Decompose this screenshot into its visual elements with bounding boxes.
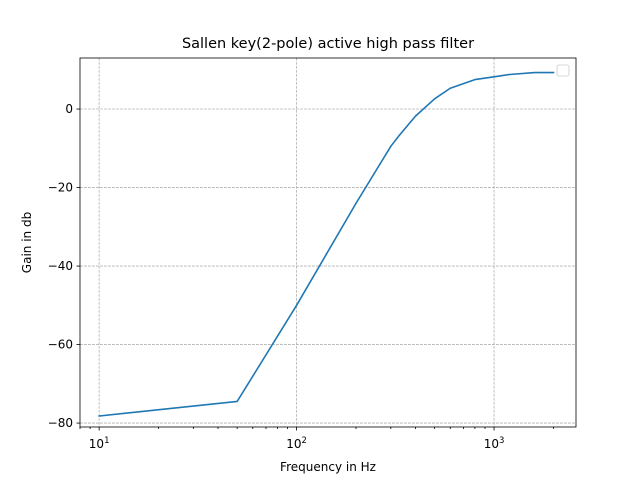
x-tick-base: 10 — [484, 437, 499, 451]
chart-title: Sallen key(2-pole) active high pass filt… — [182, 36, 474, 52]
x-tick-label: 103 — [484, 436, 505, 451]
y-tick-label: −40 — [48, 259, 73, 273]
x-tick-exponent: 2 — [302, 436, 307, 446]
y-tick-label: 0 — [65, 102, 73, 116]
grid — [80, 58, 576, 427]
x-axis-title: Frequency in Hz — [280, 460, 376, 474]
y-tick-label: −60 — [48, 338, 73, 352]
series-line — [98, 71, 555, 417]
plot-area — [80, 58, 576, 427]
series-layer — [98, 71, 555, 417]
x-tick-base: 10 — [89, 437, 104, 451]
x-tick-exponent: 1 — [104, 436, 109, 446]
y-axis-title: Gain in db — [20, 212, 34, 273]
legend-box — [556, 64, 570, 77]
plot-frame — [79, 57, 577, 428]
x-tick-label: 102 — [286, 436, 307, 451]
x-tick-base: 10 — [286, 437, 301, 451]
y-tick-label: −80 — [48, 416, 73, 430]
x-tick-exponent: 3 — [499, 436, 504, 446]
y-tick-label: −20 — [48, 181, 73, 195]
x-tick-label: 101 — [89, 436, 110, 451]
